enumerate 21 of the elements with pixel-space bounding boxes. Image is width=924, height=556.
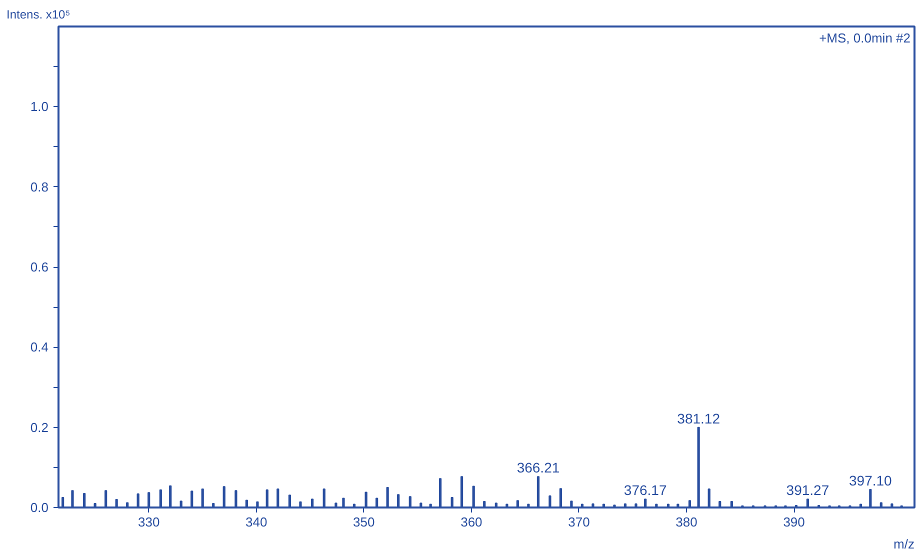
y-axis-title: Intens. x10⁵: [6, 8, 70, 22]
x-tick-label: 380: [676, 514, 698, 530]
annotation: 376.17: [624, 482, 667, 498]
y-tick-label: 0.0: [30, 500, 49, 515]
x-tick-label: 360: [460, 514, 482, 530]
x-tick-label: 350: [353, 514, 375, 530]
annotation: 391.27: [786, 482, 830, 498]
annotation: 397.10: [849, 472, 892, 488]
annotation: 366.21: [516, 460, 560, 476]
y-tick-label: 1.0: [30, 99, 49, 114]
x-tick-label: 390: [783, 514, 805, 530]
annotation: 381.12: [677, 410, 720, 426]
y-tick-label: 0.6: [30, 260, 49, 274]
annotation: +MS, 0.0min #2: [819, 30, 910, 46]
x-tick-label: 370: [568, 514, 590, 530]
x-axis-title: m/z: [894, 536, 915, 552]
y-tick-label: 0.2: [30, 420, 49, 435]
x-tick-label: 330: [138, 514, 160, 530]
y-tick-label: 0.4: [30, 340, 49, 355]
x-tick-label: 340: [246, 514, 268, 530]
y-tick-label: 0.8: [30, 179, 49, 194]
